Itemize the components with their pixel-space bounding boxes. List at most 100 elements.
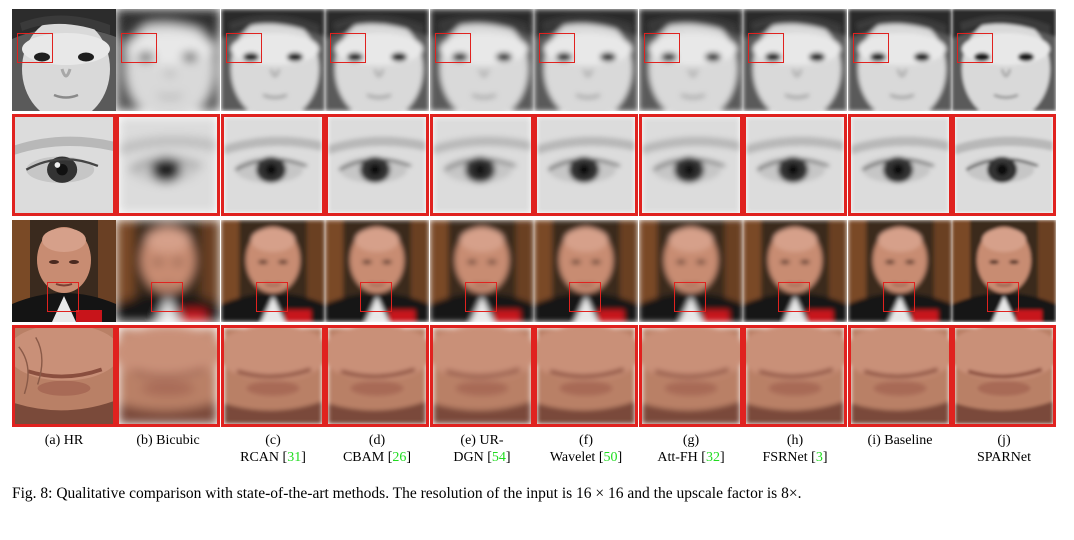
- face-image-r3-c2: [116, 220, 220, 322]
- image-content: [534, 9, 638, 111]
- image-content: [743, 220, 847, 322]
- image-content: [328, 117, 426, 213]
- face-image-r1-c7: [639, 9, 743, 111]
- panel-method: SPARNet: [977, 450, 1031, 465]
- panel-label-8: (h) FSRNet [3]: [762, 433, 828, 465]
- image-content: [119, 328, 217, 424]
- image-content: [642, 117, 740, 213]
- citation-ref[interactable]: 3: [815, 450, 823, 465]
- figure-caption: Fig. 8: Qualitative comparison with stat…: [12, 485, 802, 502]
- panel-method: Wavelet: [549, 450, 596, 465]
- image-content: [537, 117, 635, 213]
- image-content: [534, 220, 638, 322]
- roi-box: [121, 33, 157, 63]
- panel-label-4: (d) CBAM [26]: [342, 433, 412, 465]
- face-image-r3-c5: [430, 220, 534, 322]
- face-image-r1-c1: [12, 9, 116, 111]
- panel-method: Bicubic: [156, 433, 200, 448]
- face-image-r3-c4: [325, 220, 429, 322]
- image-content: [851, 328, 949, 424]
- image-content: [430, 220, 534, 322]
- face-image-r1-c4: [325, 9, 429, 111]
- image-content: [224, 328, 322, 424]
- roi-box: [47, 282, 79, 312]
- image-content: [848, 220, 952, 322]
- roi-box: [674, 282, 706, 312]
- panel-letter: (h): [786, 433, 804, 448]
- image-content: [639, 9, 743, 111]
- image-content: [746, 117, 844, 213]
- zoomed-crop-r4-c6: [534, 325, 638, 427]
- roi-box: [569, 282, 601, 312]
- panel-method: FSRNet: [762, 450, 808, 465]
- zoomed-crop-r4-c5: [430, 325, 534, 427]
- panel-letter: (f): [579, 433, 593, 448]
- face-image-r1-c9: [848, 9, 952, 111]
- roi-box: [465, 282, 497, 312]
- citation-ref[interactable]: 31: [287, 450, 302, 465]
- panel-letter: (j): [997, 433, 1011, 448]
- image-content: [430, 9, 534, 111]
- image-content: [537, 328, 635, 424]
- zoomed-crop-r4-c3: [221, 325, 325, 427]
- roi-box: [883, 282, 915, 312]
- roi-box: [957, 33, 993, 63]
- panel-label-10: (j) SPARNet: [952, 432, 1056, 466]
- panel-label-5: (e) UR- DGN [54]: [453, 433, 511, 465]
- panel-label-3: (c) RCAN [31]: [240, 433, 306, 465]
- panel-method: HR: [63, 433, 84, 448]
- roi-box: [987, 282, 1019, 312]
- panel-letter: (g): [682, 433, 700, 448]
- image-content: [325, 9, 429, 111]
- image-content: [221, 9, 325, 111]
- zoomed-crop-r4-c10: [952, 325, 1056, 427]
- zoomed-crop-r2-c2: [116, 114, 220, 216]
- image-content: [955, 328, 1053, 424]
- citation-ref[interactable]: 32: [705, 450, 720, 465]
- zoomed-crop-r2-c1: [12, 114, 116, 216]
- zoomed-crop-r4-c4: [325, 325, 429, 427]
- image-content: [952, 220, 1056, 322]
- zoomed-crop-r4-c9: [848, 325, 952, 427]
- face-image-r3-c8: [743, 220, 847, 322]
- image-content: [743, 9, 847, 111]
- image-content: [224, 117, 322, 213]
- citation-ref[interactable]: 54: [491, 450, 506, 465]
- zoomed-crop-r2-c6: [534, 114, 638, 216]
- image-content: [221, 220, 325, 322]
- face-image-r3-c3: [221, 220, 325, 322]
- roi-box: [330, 33, 366, 63]
- face-image-r1-c8: [743, 9, 847, 111]
- roi-box: [17, 33, 53, 63]
- citation-ref[interactable]: 26: [392, 450, 407, 465]
- zoomed-crop-r2-c10: [952, 114, 1056, 216]
- panel-label-6: (f) Wavelet [50]: [549, 433, 623, 465]
- image-content: [433, 328, 531, 424]
- panel-letter: (d): [368, 433, 386, 448]
- zoomed-crop-r2-c9: [848, 114, 952, 216]
- face-image-r3-c10: [952, 220, 1056, 322]
- roi-box: [151, 282, 183, 312]
- zoomed-crop-r2-c5: [430, 114, 534, 216]
- image-content: [848, 9, 952, 111]
- image-content: [952, 9, 1056, 111]
- face-image-r1-c6: [534, 9, 638, 111]
- image-content: [851, 117, 949, 213]
- panel-method: Baseline: [884, 433, 933, 448]
- roi-box: [853, 33, 889, 63]
- roi-box: [748, 33, 784, 63]
- roi-box: [778, 282, 810, 312]
- panel-label-2: (b) Bicubic: [116, 432, 220, 449]
- image-content: [116, 220, 220, 322]
- panel-letter: (a): [44, 433, 61, 448]
- panel-letter: (c): [265, 433, 281, 448]
- image-content: [328, 328, 426, 424]
- image-content: [15, 328, 113, 424]
- zoomed-crop-r4-c2: [116, 325, 220, 427]
- face-image-r1-c3: [221, 9, 325, 111]
- image-content: [15, 117, 113, 213]
- citation-ref[interactable]: 50: [603, 450, 618, 465]
- zoomed-crop-r2-c3: [221, 114, 325, 216]
- image-content: [119, 117, 217, 213]
